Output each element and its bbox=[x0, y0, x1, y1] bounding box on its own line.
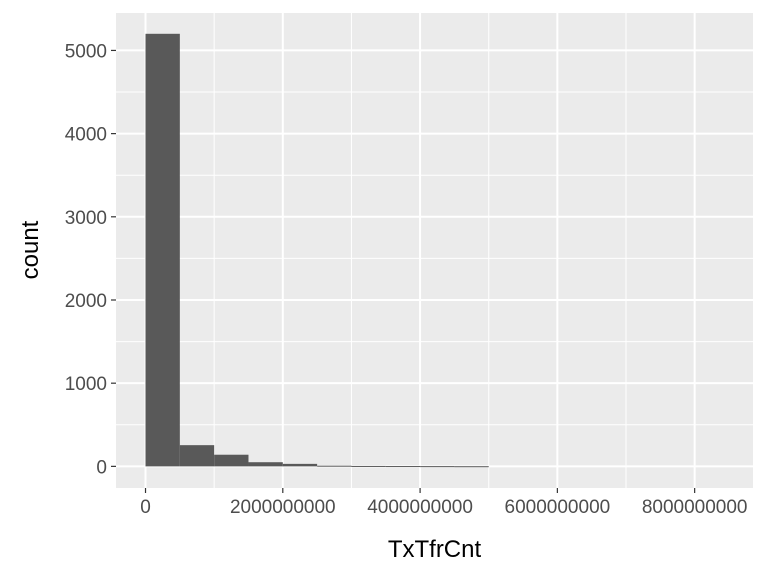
y-axis-title: count bbox=[17, 220, 44, 279]
x-tick-label: 8000000000 bbox=[642, 497, 748, 518]
y-tick-label: 4000 bbox=[65, 125, 107, 146]
major-gridlines bbox=[116, 13, 753, 488]
histogram-bar bbox=[214, 454, 249, 467]
histogram-bar bbox=[248, 462, 283, 467]
x-axis-title: TxTfrCnt bbox=[388, 536, 482, 563]
histogram-bar bbox=[317, 465, 352, 467]
histogram-bars bbox=[145, 33, 489, 468]
y-tick-label: 3000 bbox=[65, 208, 107, 229]
x-tick-label: 0 bbox=[140, 497, 151, 518]
x-tick-label: 4000000000 bbox=[367, 497, 473, 518]
histogram-bar bbox=[385, 466, 421, 468]
y-tick-label: 2000 bbox=[65, 291, 107, 312]
histogram-bar bbox=[179, 445, 215, 467]
histogram-bar bbox=[420, 466, 455, 468]
x-axis: 0 2000000000 4000000000 6000000000 800000000… bbox=[140, 488, 747, 518]
panel-background bbox=[116, 13, 753, 488]
histogram-bar bbox=[282, 463, 318, 467]
histogram-bar bbox=[145, 33, 180, 467]
x-tick-label: 6000000000 bbox=[505, 497, 611, 518]
histogram-bar bbox=[351, 465, 386, 467]
histogram-bar bbox=[454, 466, 489, 468]
minor-gridlines bbox=[116, 13, 753, 488]
x-tick-label: 2000000000 bbox=[230, 497, 336, 518]
y-axis: 0 1000 2000 3000 4000 5000 bbox=[65, 41, 116, 478]
y-tick-label: 0 bbox=[96, 457, 107, 478]
y-tick-label: 5000 bbox=[65, 41, 107, 62]
y-tick-label: 1000 bbox=[65, 374, 107, 395]
